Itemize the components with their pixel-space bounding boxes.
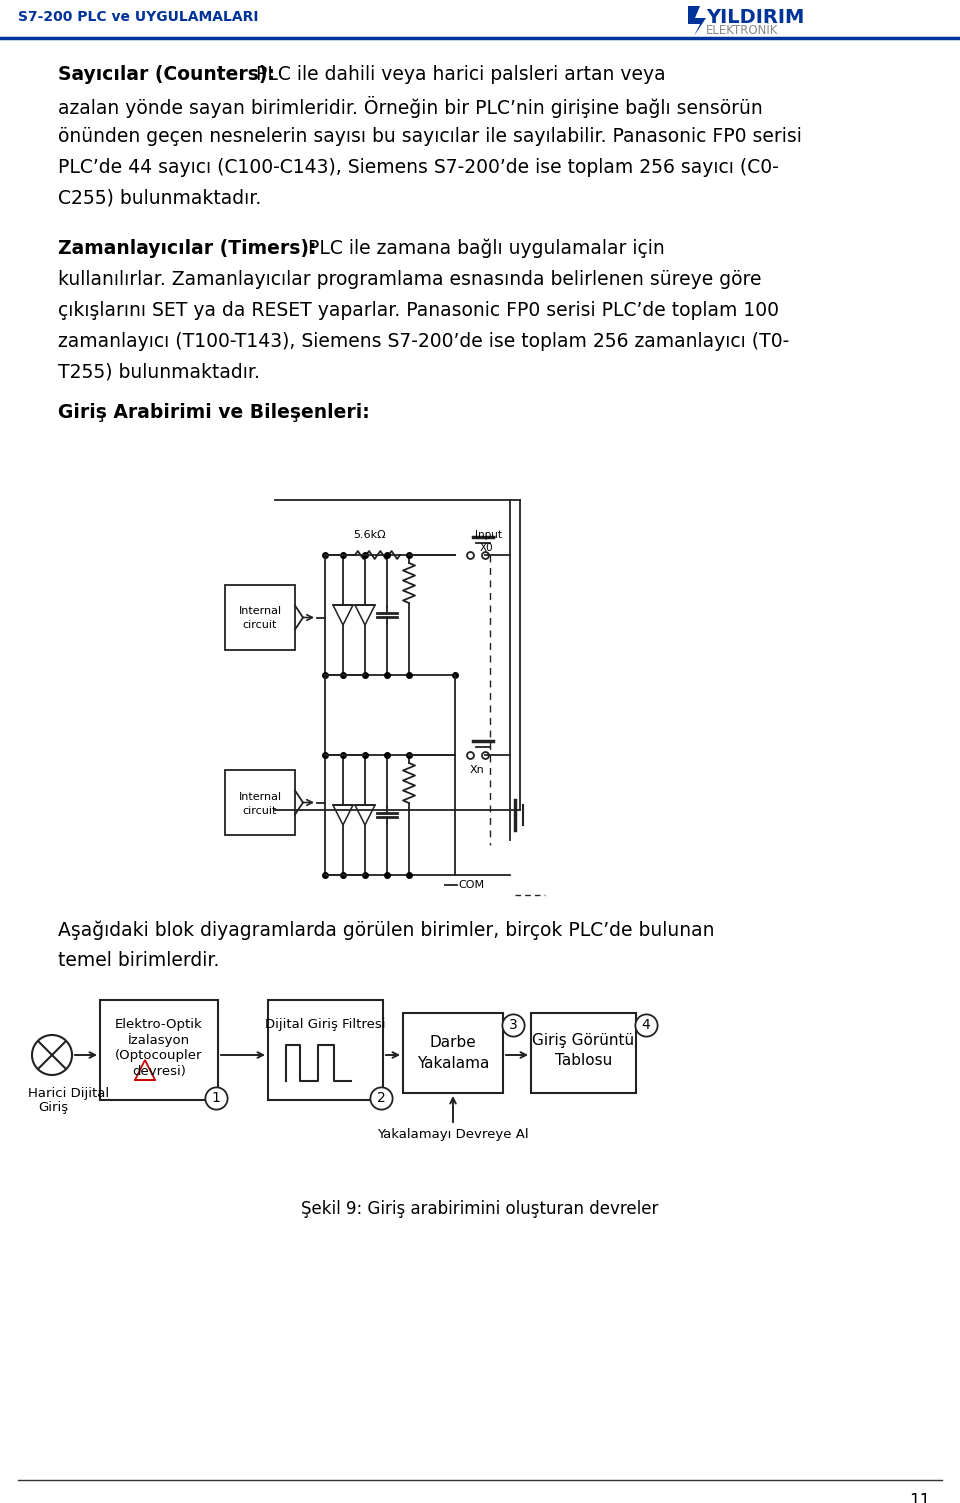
- Text: PLC’de 44 sayıcı (C100-C143), Siemens S7-200’de ise toplam 256 sayıcı (C0-: PLC’de 44 sayıcı (C100-C143), Siemens S7…: [58, 158, 779, 177]
- Text: devresi): devresi): [132, 1066, 186, 1078]
- Text: İzalasyon: İzalasyon: [128, 1033, 190, 1048]
- Text: 3: 3: [509, 1018, 517, 1033]
- Text: Elektro-Optik: Elektro-Optik: [115, 1018, 203, 1031]
- Text: Internal: Internal: [238, 792, 281, 801]
- Bar: [268, 999, 383, 1100]
- Text: Input: Input: [475, 531, 502, 540]
- Bar: [225, 585, 295, 649]
- Text: COM: COM: [458, 879, 484, 890]
- Text: Sayıcılar (Counters):: Sayıcılar (Counters):: [58, 65, 275, 84]
- Text: önünden geçen nesnelerin sayısı bu sayıcılar ile sayılabilir. Panasonic FP0 seri: önünden geçen nesnelerin sayısı bu sayıc…: [58, 126, 802, 146]
- Bar: [225, 770, 295, 836]
- Text: YILDIRIM: YILDIRIM: [706, 8, 804, 27]
- Text: Xn: Xn: [470, 765, 485, 776]
- Text: Tablosu: Tablosu: [555, 1054, 612, 1069]
- Text: zamanlayıcı (T100-T143), Siemens S7-200’de ise toplam 256 zamanlayıcı (T0-: zamanlayıcı (T100-T143), Siemens S7-200’…: [58, 332, 789, 352]
- Text: 1: 1: [211, 1091, 221, 1105]
- Polygon shape: [333, 806, 353, 825]
- Polygon shape: [355, 806, 375, 825]
- Text: Darbe: Darbe: [430, 1036, 476, 1051]
- Text: Yakalama: Yakalama: [417, 1057, 490, 1072]
- Text: circuit: circuit: [243, 621, 277, 630]
- Bar: [531, 1013, 636, 1093]
- Text: Giriş: Giriş: [38, 1102, 68, 1114]
- Text: PLC ile dahili veya harici palsleri artan veya: PLC ile dahili veya harici palsleri arta…: [250, 65, 665, 84]
- Text: çıkışlarını SET ya da RESET yaparlar. Panasonic FP0 serisi PLC’de toplam 100: çıkışlarını SET ya da RESET yaparlar. Pa…: [58, 301, 779, 320]
- Text: Şekil 9: Giriş arabirimini oluşturan devreler: Şekil 9: Giriş arabirimini oluşturan dev…: [301, 1199, 659, 1217]
- Text: kullanılırlar. Zamanlayıcılar programlama esnasında belirlenen süreye göre: kullanılırlar. Zamanlayıcılar programlam…: [58, 271, 761, 289]
- Text: Yakalamayı Devreye Al: Yakalamayı Devreye Al: [377, 1127, 529, 1141]
- Text: Giriş Arabirimi ve Bileşenleri:: Giriş Arabirimi ve Bileşenleri:: [58, 403, 370, 422]
- Polygon shape: [333, 606, 353, 625]
- Bar: [403, 1013, 503, 1093]
- Polygon shape: [355, 606, 375, 625]
- Text: S7-200 PLC ve UYGULAMALARI: S7-200 PLC ve UYGULAMALARI: [18, 11, 258, 24]
- Polygon shape: [688, 6, 706, 36]
- Text: ELEKTRONİK: ELEKTRONİK: [706, 24, 779, 38]
- Text: Harici Dijital: Harici Dijital: [28, 1087, 109, 1100]
- Text: 2: 2: [376, 1091, 385, 1105]
- Text: temel birimlerdir.: temel birimlerdir.: [58, 951, 220, 969]
- Text: PLC ile zamana bağlı uygulamalar için: PLC ile zamana bağlı uygulamalar için: [302, 239, 664, 259]
- Bar: [100, 999, 218, 1100]
- Text: 4: 4: [641, 1018, 650, 1033]
- Text: circuit: circuit: [243, 806, 277, 816]
- Text: T255) bulunmaktadır.: T255) bulunmaktadır.: [58, 364, 260, 382]
- Text: X0: X0: [480, 543, 493, 553]
- Text: Giriş Görüntü: Giriş Görüntü: [533, 1033, 635, 1048]
- Text: (Optocoupler: (Optocoupler: [115, 1049, 203, 1063]
- Text: Dijital Giriş Filtresi: Dijital Giriş Filtresi: [265, 1018, 386, 1031]
- Text: 11: 11: [909, 1492, 930, 1503]
- Text: azalan yönde sayan birimleridir. Örneğin bir PLC’nin girişine bağlı sensörün: azalan yönde sayan birimleridir. Örneğin…: [58, 96, 763, 119]
- Text: Aşağıdaki blok diyagramlarda görülen birimler, birçok PLC’de bulunan: Aşağıdaki blok diyagramlarda görülen bir…: [58, 920, 714, 939]
- Text: Internal: Internal: [238, 607, 281, 616]
- Text: Zamanlayıcılar (Timers):: Zamanlayıcılar (Timers):: [58, 239, 317, 259]
- Text: C255) bulunmaktadır.: C255) bulunmaktadır.: [58, 189, 261, 207]
- Text: 5.6kΩ: 5.6kΩ: [353, 531, 386, 540]
